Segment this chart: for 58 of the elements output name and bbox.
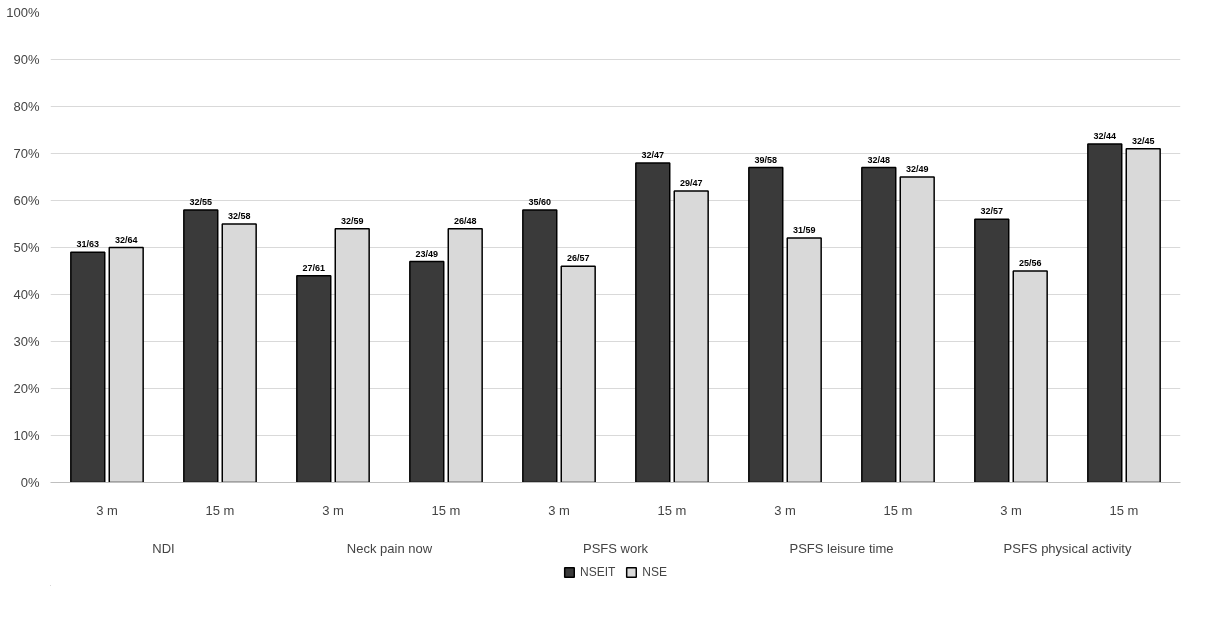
x-tick-label: 3 m (322, 502, 344, 518)
data-label: 26/57 (566, 253, 590, 264)
y-tick-label: 20% (13, 381, 40, 396)
data-label: 32/48 (867, 154, 891, 165)
data-label: 32/57 (980, 206, 1004, 217)
data-label: 23/49 (415, 248, 439, 259)
data-label: 32/55 (189, 196, 213, 207)
x-tick-label: 3 m (1000, 502, 1022, 518)
y-tick-label: 100% (6, 5, 40, 20)
text: PSFS work (582, 540, 649, 556)
bar (522, 209, 558, 483)
y-tick-label: 80% (13, 99, 40, 114)
data-label: 32/59 (340, 215, 364, 226)
data-label: 27/61 (302, 262, 326, 273)
data-label: 32/49 (905, 164, 929, 174)
bar (409, 260, 445, 483)
data-label: 32/45 (1131, 135, 1155, 146)
data-label: 35/60 (528, 196, 552, 207)
y-tick-label: 90% (13, 52, 40, 67)
x-tick-label: 15 m (431, 502, 461, 518)
legend-label: NSEIT (579, 565, 616, 579)
data-label: 39/58 (754, 154, 778, 165)
data-label: 32/64 (114, 234, 138, 245)
x-tick-label: 3 m (774, 502, 796, 518)
x-tick-label: 15 m (657, 502, 687, 518)
y-tick-label: 40% (13, 287, 40, 302)
y-tick-label: 60% (13, 193, 40, 208)
data-label: 25/56 (1018, 258, 1042, 268)
y-tick-label: 10% (13, 428, 40, 443)
text: NDI (152, 540, 175, 556)
y-tick-label: 0% (20, 475, 40, 490)
y-tick-label: 30% (13, 334, 40, 349)
data-label: 32/58 (227, 211, 251, 221)
data-label: 31/63 (76, 239, 100, 250)
bar (296, 274, 332, 483)
data-label: 29/47 (679, 178, 703, 189)
bar (974, 218, 1010, 483)
x-tick-label: 15 m (1109, 502, 1139, 518)
bar (861, 166, 897, 483)
bar (70, 251, 106, 483)
data-label: 32/47 (641, 149, 665, 160)
x-tick-label: 3 m (548, 502, 570, 518)
data-label: 32/44 (1093, 131, 1117, 142)
text: PSFS physical activity (1003, 540, 1132, 556)
x-tick-label: 15 m (205, 502, 235, 518)
y-tick-label: 50% (13, 240, 40, 255)
text: Neck pain now (346, 540, 433, 556)
text: PSFS leisure time (789, 540, 894, 556)
data-label: 31/59 (792, 225, 816, 236)
y-tick-label: 70% (13, 146, 40, 161)
bar (635, 162, 671, 483)
bar (183, 209, 219, 483)
x-tick-label: 15 m (883, 502, 913, 518)
x-tick-label: 3 m (96, 502, 118, 518)
bar (748, 166, 784, 483)
legend-label: NSE (642, 565, 668, 579)
data-label: 26/48 (453, 215, 477, 226)
bar (1087, 143, 1123, 483)
